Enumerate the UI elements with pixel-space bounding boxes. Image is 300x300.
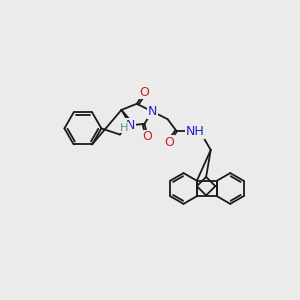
Text: H: H bbox=[120, 123, 129, 133]
Text: O: O bbox=[143, 130, 152, 143]
Text: NH: NH bbox=[186, 125, 205, 138]
Text: O: O bbox=[140, 86, 149, 99]
Text: O: O bbox=[164, 136, 174, 149]
Text: N: N bbox=[126, 119, 135, 132]
Text: N: N bbox=[148, 105, 157, 118]
